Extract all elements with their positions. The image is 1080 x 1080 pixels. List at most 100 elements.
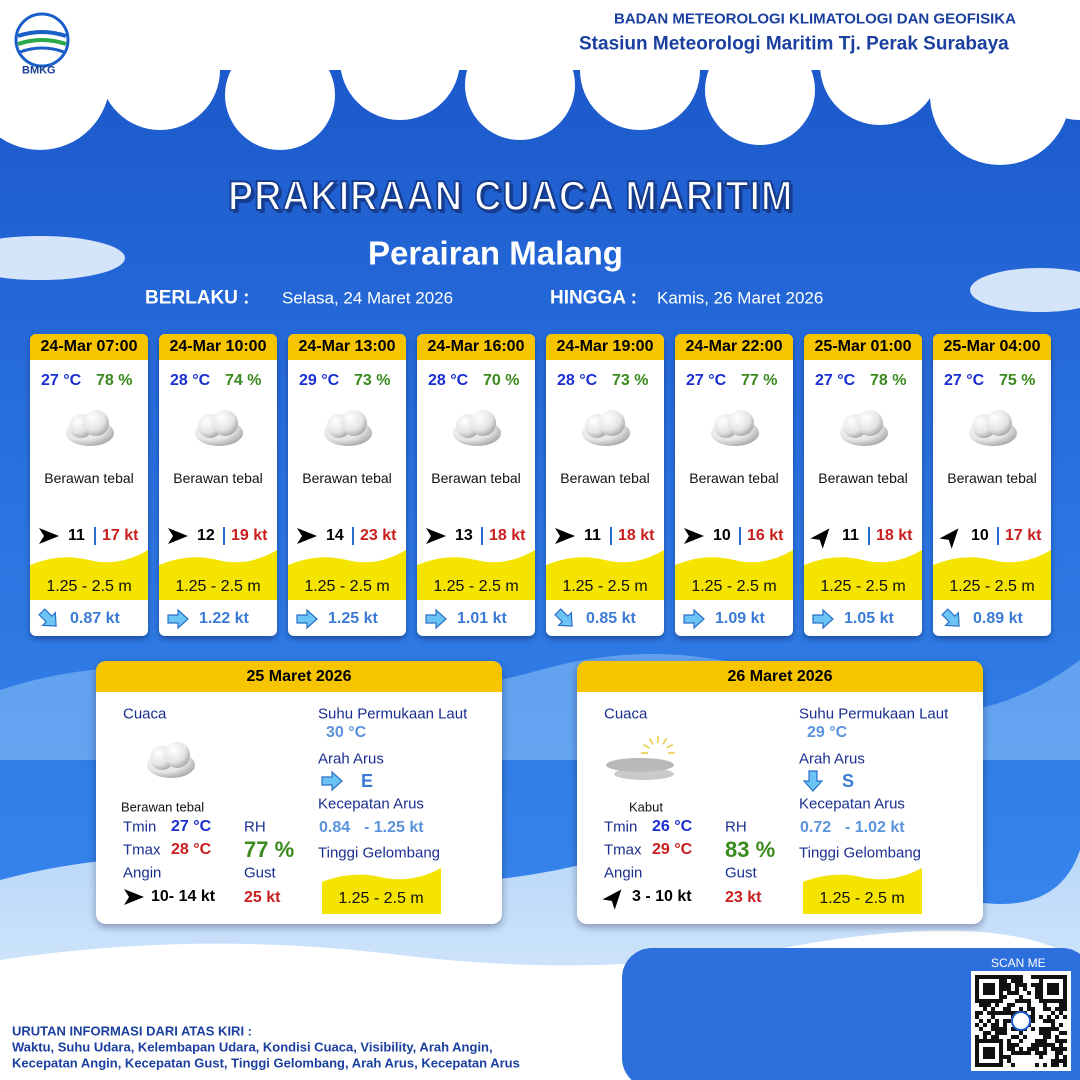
forecast-card: 24-Mar 13:00 29 °C 73 % Berawan tebal 14 23 k… (288, 334, 406, 636)
wave-band (804, 550, 922, 600)
weather: Berawan tebal (44, 470, 134, 486)
time: 24-Mar 07:00 (40, 338, 138, 355)
wave-height: 1.25 - 2.5 m (304, 578, 390, 595)
tmax: 29 °C (652, 841, 693, 858)
temperature: 27 °C (686, 372, 727, 389)
current-speed: 0.87 kt (70, 610, 120, 627)
tmin-label: Tmin (604, 818, 638, 836)
sst-label: Suhu Permukaan Laut (318, 705, 468, 723)
time-header (417, 334, 535, 360)
weather-icon (582, 410, 630, 446)
current-dir-label: Arah Arus (799, 750, 865, 768)
wind-speed: 11 (584, 527, 601, 544)
sst: 29 °C (807, 724, 848, 741)
separator (94, 527, 96, 545)
weather: Berawan tebal (689, 470, 779, 486)
sst-label: Suhu Permukaan Laut (799, 705, 949, 723)
scan-label: SCAN ME (991, 956, 1046, 970)
weather-icon (453, 410, 501, 446)
wind-speed: 11 (68, 527, 85, 544)
current-arrow (683, 608, 705, 630)
wave-band (30, 550, 148, 600)
separator (868, 527, 870, 545)
wind-label: Angin (123, 864, 162, 882)
time-header (30, 334, 148, 360)
wind-arrow (297, 528, 317, 544)
weather-icon (66, 410, 114, 446)
temperature: 27 °C (41, 372, 82, 389)
temperature: 28 °C (428, 372, 469, 389)
weather-icon (606, 736, 675, 780)
temperature: 28 °C (557, 372, 598, 389)
time-header (933, 334, 1051, 360)
wind: 10- 14 kt (151, 888, 216, 905)
weather: Berawan tebal (431, 470, 521, 486)
legend-line: Kecepatan Angin, Kecepatan Gust, Tinggi … (12, 1055, 520, 1071)
gust: 23 kt (725, 889, 762, 906)
separator (997, 527, 999, 545)
wave-height: 1.25 - 2.5 m (433, 578, 519, 595)
current-arrow (321, 770, 343, 792)
weather-label: Cuaca (123, 705, 167, 723)
weather-icon (324, 410, 372, 446)
rh: 77 % (244, 837, 295, 862)
wave-height: 1.25 - 2.5 m (562, 578, 648, 595)
forecast-card: 24-Mar 16:00 28 °C 70 % Berawan tebal 13 18 k… (417, 334, 535, 636)
tmin: 26 °C (652, 818, 693, 835)
current-speed: 1.05 kt (844, 610, 894, 627)
humidity: 77 % (741, 372, 778, 389)
daily-panel: 25 Maret 2026 Cuaca Berawan tebal Tmin 27 °C… (96, 661, 502, 924)
legend-line: Waktu, Suhu Udara, Kelembapan Udara, Kon… (12, 1039, 493, 1055)
qr-code (971, 971, 1071, 1071)
time: 24-Mar 16:00 (427, 338, 525, 355)
current-arrow (425, 608, 447, 630)
time: 25-Mar 01:00 (814, 338, 912, 355)
gust: 25 kt (244, 889, 281, 906)
temperature: 29 °C (299, 372, 340, 389)
current-dir-label: Arah Arus (318, 750, 384, 768)
humidity: 75 % (999, 372, 1036, 389)
wind-arrow (810, 528, 830, 549)
current-arrow (812, 608, 834, 630)
current-speed: 1.01 kt (457, 610, 507, 627)
wave-height: 1.25 - 2.5 m (820, 578, 906, 595)
gust: 16 kt (747, 527, 784, 544)
humidity: 74 % (225, 372, 262, 389)
wind-arrow (555, 528, 575, 544)
weather: Berawan tebal (173, 470, 263, 486)
wave: 1.25 - 2.5 m (338, 890, 424, 907)
weather-icon (195, 410, 243, 446)
weather-icon (840, 410, 888, 446)
current-arrow (802, 770, 824, 792)
date-header (577, 661, 983, 692)
wind-arrow (124, 889, 144, 905)
separator (739, 527, 741, 545)
forecast-card: 25-Mar 04:00 27 °C 75 % Berawan tebal 10 17 k… (933, 334, 1051, 636)
gust: 17 kt (102, 527, 139, 544)
title: PRAKIRAAN CUACA MARITIM (227, 172, 794, 219)
bmkg-logo (14, 12, 70, 68)
separator (481, 527, 483, 545)
current-dir: E (361, 771, 374, 791)
daily-panel: 26 Maret 2026 Cuaca Kabut Tmin 26 °C Tmax 29 °… (577, 661, 983, 924)
wave-label: Tinggi Gelombang (799, 844, 922, 862)
weather-label: Cuaca (604, 705, 648, 723)
time: 24-Mar 10:00 (169, 338, 267, 355)
wave-band (546, 550, 664, 600)
forecast-card: 24-Mar 07:00 27 °C 78 % Berawan tebal 11 17 k… (30, 334, 148, 636)
gust-label: Gust (244, 864, 276, 882)
tmin: 27 °C (171, 818, 212, 835)
forecast-card: 24-Mar 19:00 28 °C 73 % Berawan tebal 11 18 k… (546, 334, 664, 636)
time-header (288, 334, 406, 360)
temperature: 27 °C (815, 372, 856, 389)
wave-height: 1.25 - 2.5 m (46, 578, 132, 595)
time: 24-Mar 13:00 (298, 338, 396, 355)
separator (223, 527, 225, 545)
current-dir: S (842, 771, 855, 791)
tmin-label: Tmin (123, 818, 157, 836)
valid-to-label: HINGGA : (550, 287, 637, 309)
gust: 19 kt (231, 527, 268, 544)
wind-arrow (426, 528, 446, 544)
temperature: 27 °C (944, 372, 985, 389)
